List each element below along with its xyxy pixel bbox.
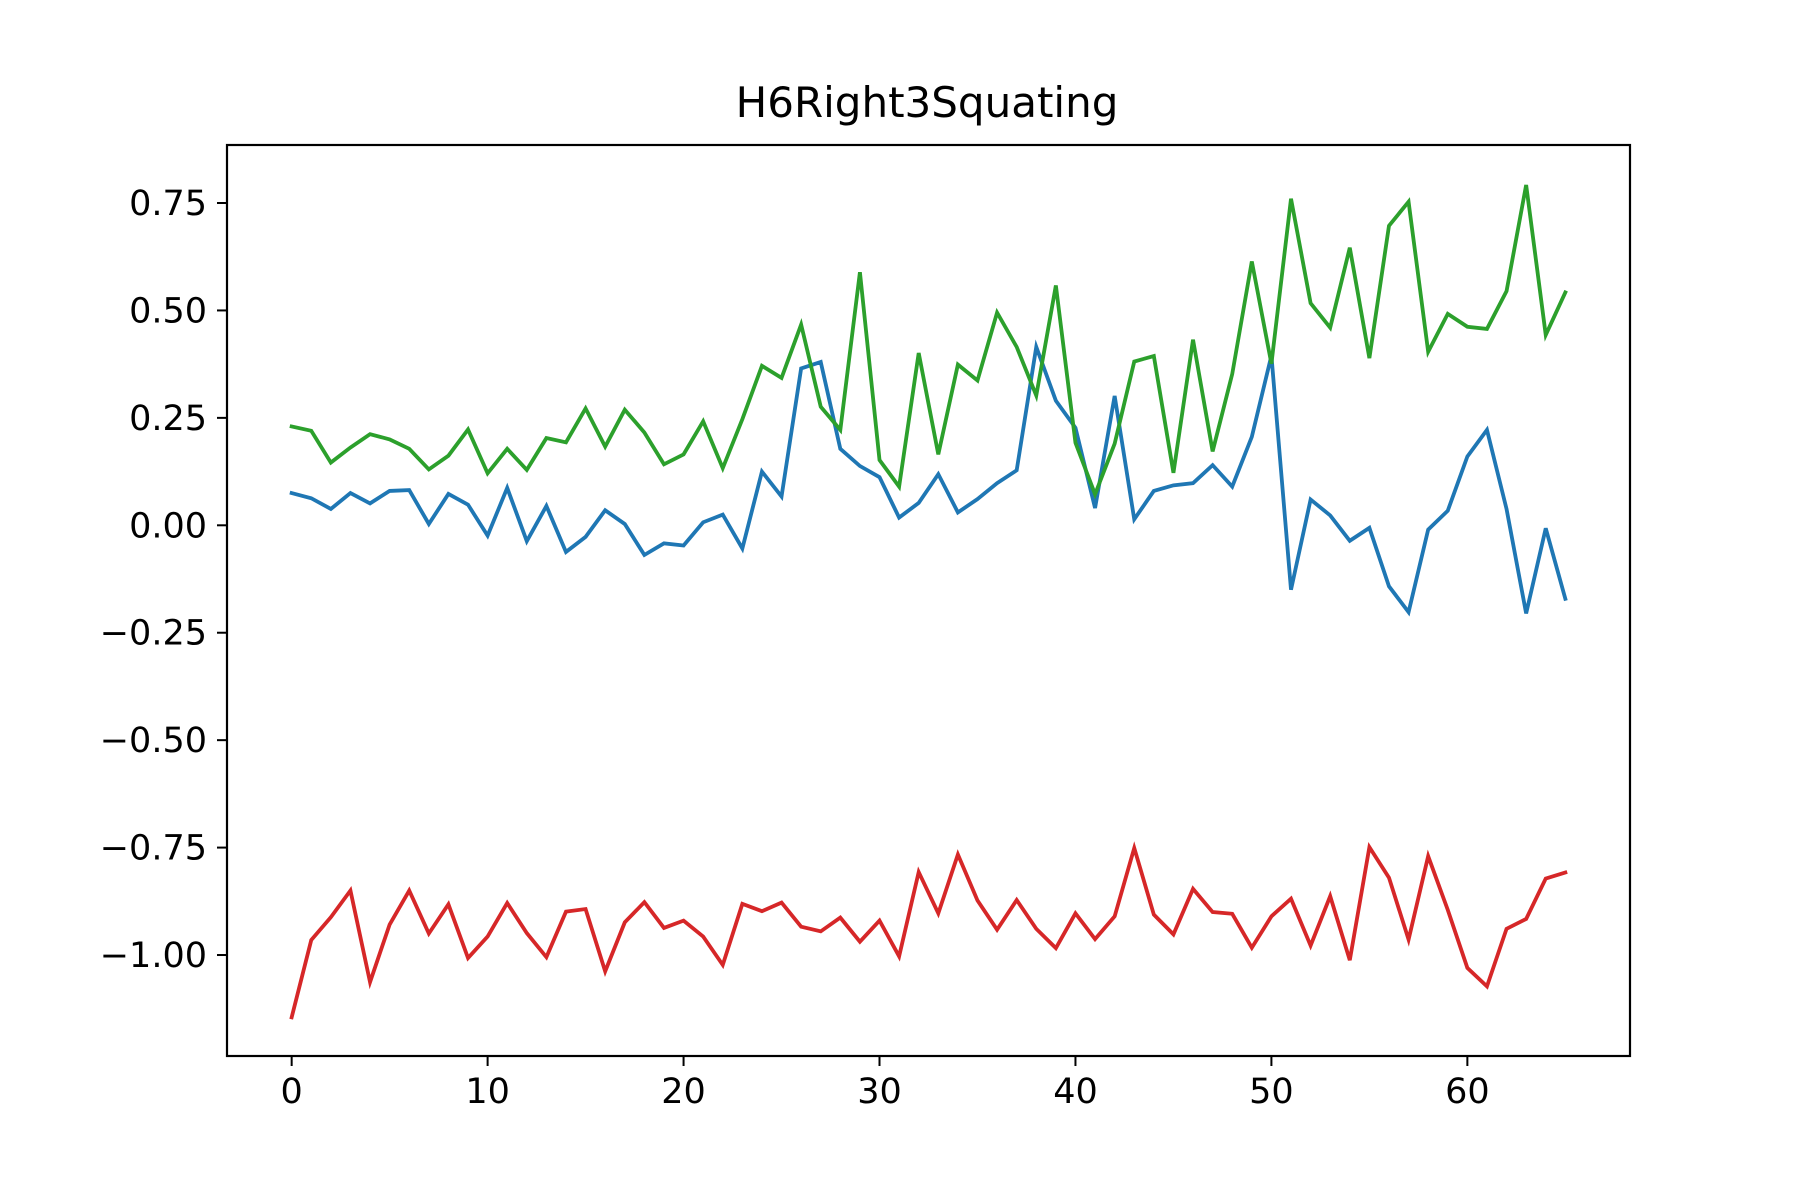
chart-title: H6Right3Squating: [736, 78, 1119, 127]
series-layer: [289, 184, 1568, 1020]
x-axis: 0 10 20 30 40 50 60: [281, 1056, 1490, 1112]
y-tick-label: 0.75: [129, 184, 207, 224]
x-tick-label: 30: [857, 1072, 902, 1112]
y-tick-label: 0.25: [129, 399, 207, 439]
y-tick-label: −0.50: [100, 721, 207, 761]
x-tick-label: 0: [281, 1072, 303, 1112]
y-axis: 0.75 0.50 0.25 0.00 −0.25 −0.50 −0.75 −1.00: [100, 184, 227, 976]
x-tick-label: 50: [1249, 1072, 1294, 1112]
series-line-2: [289, 184, 1568, 500]
y-tick-label: 0.00: [129, 506, 207, 546]
y-tick-label: −0.75: [100, 829, 207, 869]
x-tick-label: 20: [661, 1072, 706, 1112]
x-tick-label: 10: [465, 1072, 510, 1112]
y-tick-label: 0.50: [129, 291, 207, 331]
plot-frame: [225, 143, 1632, 1058]
x-tick-label: 40: [1053, 1072, 1098, 1112]
y-tick-label: −0.25: [100, 614, 207, 654]
series-line-3: [289, 841, 1568, 1020]
y-tick-label: −1.00: [100, 936, 207, 976]
series-line-1: [289, 339, 1568, 617]
x-tick-label: 60: [1445, 1072, 1490, 1112]
